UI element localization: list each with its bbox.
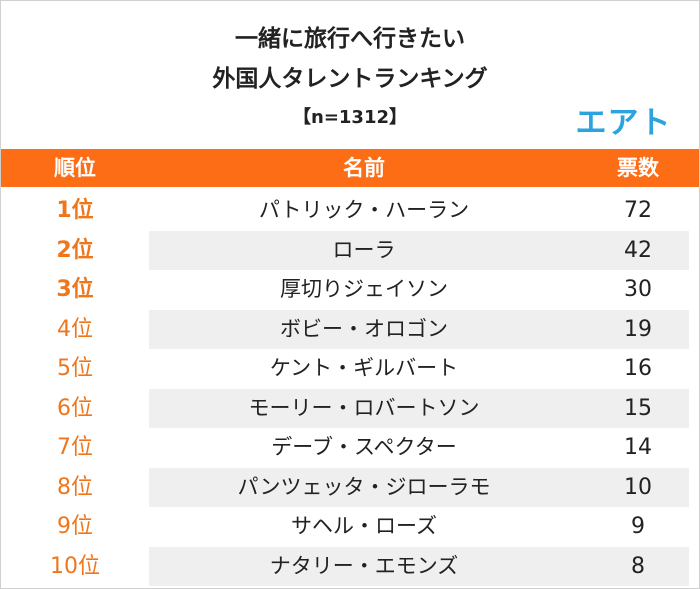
table-row: 7位 デーブ・スペクター 14 bbox=[1, 428, 699, 468]
name: パンツェッタ・ジローラモ bbox=[237, 474, 491, 499]
row-shade bbox=[149, 388, 689, 428]
votes: 16 bbox=[624, 356, 652, 381]
rank: 3位 bbox=[56, 277, 94, 302]
table-row: 10位 ナタリー・エモンズ 8 bbox=[1, 546, 699, 586]
table-row: 9位 サヘル・ローズ 9 bbox=[1, 507, 699, 547]
sample-size: 【n=1312】 bbox=[293, 107, 407, 128]
name: パトリック・ハーラン bbox=[258, 198, 470, 222]
rank: 1位 bbox=[56, 198, 94, 223]
votes: 10 bbox=[624, 474, 652, 500]
table-row: 1位 パトリック・ハーラン 72 bbox=[1, 191, 699, 231]
votes: 42 bbox=[624, 237, 652, 263]
row-shade bbox=[149, 467, 689, 507]
rank: 10位 bbox=[50, 553, 100, 579]
rank: 4位 bbox=[57, 316, 93, 342]
votes: 14 bbox=[624, 435, 652, 460]
votes: 9 bbox=[631, 514, 645, 539]
table-row: 5位 ケント・ギルバート 16 bbox=[1, 349, 699, 389]
row-shade bbox=[149, 546, 689, 586]
rank: 7位 bbox=[57, 435, 93, 460]
title-line: 一緒に旅行へ行きたい bbox=[235, 26, 465, 52]
name: サヘル・ローズ bbox=[291, 514, 437, 538]
column-header: 順位 bbox=[54, 156, 96, 180]
rank: 8位 bbox=[57, 474, 93, 500]
votes: 15 bbox=[624, 395, 652, 421]
table-row: 3位 厚切りジェイソン 30 bbox=[1, 270, 699, 310]
rank: 2位 bbox=[56, 237, 94, 263]
name: モーリー・ロバートソン bbox=[248, 395, 480, 420]
table-row: 4位 ボビー・オロゴン 19 bbox=[1, 309, 699, 349]
table-header: 順位 名前 票数 bbox=[1, 149, 699, 187]
rank: 5位 bbox=[57, 356, 93, 381]
table-row: 6位 モーリー・ロバートソン 15 bbox=[1, 388, 699, 428]
votes: 72 bbox=[624, 198, 652, 223]
rank: 9位 bbox=[57, 514, 93, 539]
rank: 6位 bbox=[57, 395, 93, 421]
name: 厚切りジェイソン bbox=[280, 277, 448, 301]
title-line: 外国人タレントランキング bbox=[212, 66, 488, 92]
column-header: 名前 bbox=[343, 156, 385, 180]
row-shade bbox=[149, 230, 689, 270]
name: デーブ・スペクター bbox=[271, 435, 457, 459]
name: ローラ bbox=[332, 237, 396, 262]
name: ケント・ギルバート bbox=[269, 356, 459, 380]
name: ボビー・オロゴン bbox=[280, 316, 448, 341]
name: ナタリー・エモンズ bbox=[269, 553, 459, 578]
table-row: 8位 パンツェッタ・ジローラモ 10 bbox=[1, 467, 699, 507]
votes: 8 bbox=[631, 553, 645, 579]
row-shade bbox=[149, 309, 689, 349]
table-row: 2位 ローラ 42 bbox=[1, 230, 699, 270]
column-header: 票数 bbox=[617, 156, 659, 180]
votes: 19 bbox=[624, 316, 652, 342]
votes: 30 bbox=[624, 277, 652, 302]
